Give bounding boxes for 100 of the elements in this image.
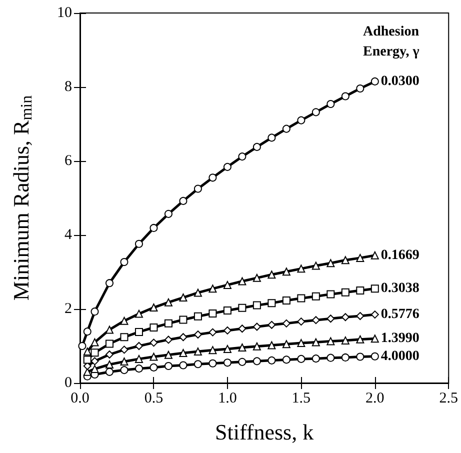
y-tick-label: 8	[64, 79, 72, 95]
point	[120, 316, 128, 325]
point	[238, 277, 246, 286]
point	[268, 341, 276, 350]
point	[370, 310, 379, 319]
point	[238, 304, 246, 312]
point	[238, 358, 246, 366]
point	[194, 330, 202, 339]
point	[326, 100, 335, 108]
y-tick-label: 4	[64, 227, 72, 243]
point	[356, 254, 364, 262]
point	[370, 334, 379, 343]
point	[164, 362, 172, 370]
point	[150, 338, 158, 347]
point	[341, 353, 350, 362]
point	[268, 134, 276, 142]
point	[297, 339, 306, 348]
point	[341, 336, 350, 344]
point	[223, 306, 232, 314]
point	[282, 356, 290, 364]
point	[341, 256, 350, 264]
legend-title: Adhesion Energy, γ	[363, 24, 423, 60]
point	[120, 358, 128, 366]
point	[134, 328, 143, 336]
x-tick-label: 1.0	[218, 390, 237, 406]
point	[208, 309, 217, 318]
point	[341, 92, 350, 100]
point	[297, 354, 306, 363]
point	[356, 286, 364, 294]
point	[312, 338, 320, 346]
point	[179, 294, 188, 302]
point	[105, 350, 114, 359]
y-tick-label: 10	[57, 5, 72, 21]
point	[179, 316, 188, 324]
point	[105, 340, 114, 348]
y-tick-label: 0	[64, 375, 72, 391]
series-label: 0.5776	[380, 307, 420, 322]
x-tick-label: 2.0	[366, 390, 384, 406]
point	[90, 364, 99, 373]
point	[194, 348, 202, 356]
point	[268, 320, 276, 329]
point	[194, 312, 202, 320]
point	[164, 336, 172, 344]
point	[326, 314, 335, 323]
point	[370, 284, 379, 293]
point	[370, 352, 379, 360]
point	[341, 288, 350, 296]
point	[120, 333, 128, 342]
point	[238, 343, 246, 352]
point	[105, 368, 114, 376]
point	[252, 274, 261, 282]
point	[120, 258, 128, 266]
point	[83, 328, 92, 336]
point	[312, 354, 320, 363]
x-tick-label: 1.5	[292, 390, 311, 406]
point	[326, 337, 335, 346]
point	[223, 280, 232, 289]
point	[90, 338, 99, 346]
point	[134, 240, 143, 248]
point	[370, 77, 379, 86]
point	[370, 251, 379, 260]
point	[208, 284, 217, 293]
point	[356, 352, 364, 361]
point	[238, 152, 246, 161]
point	[208, 359, 217, 368]
point	[297, 116, 306, 124]
point	[297, 318, 306, 326]
point	[134, 354, 143, 363]
point	[312, 108, 320, 116]
series-label: 4.0000	[380, 348, 420, 364]
point	[312, 316, 320, 324]
point	[282, 296, 290, 304]
point	[194, 184, 202, 193]
series-label: 0.3038	[380, 281, 420, 296]
point	[150, 324, 158, 332]
point	[252, 357, 261, 366]
point	[312, 262, 320, 270]
point	[120, 346, 128, 354]
point	[179, 196, 188, 205]
point	[282, 340, 290, 348]
series-label: 1.3990	[380, 331, 420, 346]
point	[134, 310, 143, 318]
x-tick-label: 0.0	[70, 390, 90, 406]
point	[164, 319, 172, 328]
point	[105, 279, 114, 288]
point	[252, 342, 261, 350]
point	[326, 354, 335, 362]
point	[282, 124, 290, 133]
point	[223, 162, 232, 171]
point	[90, 357, 99, 366]
point	[194, 360, 202, 368]
point	[268, 356, 276, 364]
point	[268, 270, 276, 279]
point	[179, 361, 188, 370]
point	[356, 335, 364, 344]
point	[150, 352, 158, 361]
point	[223, 326, 232, 334]
point	[150, 224, 158, 232]
point	[208, 346, 217, 354]
y-tick-label: 6	[64, 153, 72, 169]
